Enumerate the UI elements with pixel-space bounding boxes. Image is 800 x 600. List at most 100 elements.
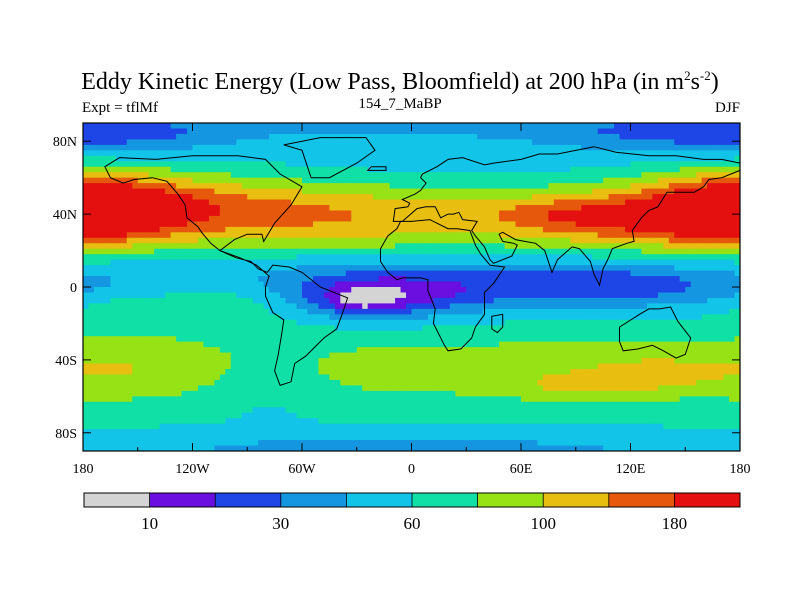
heat-cell: [438, 292, 445, 299]
heat-cell: [597, 270, 604, 277]
heat-cell: [197, 276, 205, 283]
heat-cell: [603, 221, 610, 228]
heat-cell: [729, 330, 736, 337]
heat-cell: [318, 303, 325, 310]
heat-cell: [477, 177, 484, 184]
heat-cell: [679, 319, 686, 326]
heat-cell: [203, 270, 210, 277]
heat-cell: [625, 215, 632, 222]
heat-cell: [307, 237, 314, 244]
heat-cell: [460, 270, 467, 277]
heat-cell: [701, 123, 708, 130]
heat-cell: [712, 287, 719, 294]
heat-cell: [734, 319, 740, 326]
heat-cell: [455, 281, 462, 288]
heat-cell: [252, 166, 259, 173]
heat-cell: [258, 221, 265, 228]
heat-cell: [241, 303, 248, 310]
heat-cell: [378, 292, 385, 299]
heat-cell: [718, 232, 725, 239]
heat-cell: [482, 232, 489, 239]
heat-cell: [384, 215, 391, 222]
heat-cell: [115, 226, 122, 233]
heat-cell: [110, 177, 117, 184]
heat-cell: [477, 237, 484, 244]
heat-cell: [668, 221, 675, 228]
heat-cell: [564, 226, 571, 233]
heat-cell: [406, 314, 413, 321]
heat-cell: [263, 336, 270, 343]
heat-cell: [378, 287, 385, 294]
heat-cell: [110, 205, 117, 212]
heat-cell: [302, 259, 309, 266]
heat-cell: [570, 177, 577, 184]
heat-cell: [641, 336, 648, 343]
heat-cell: [564, 133, 571, 140]
heat-cell: [329, 205, 336, 212]
heat-cell: [499, 215, 506, 222]
heat-cell: [444, 259, 451, 266]
heat-cell: [247, 270, 254, 277]
heat-cell: [291, 194, 298, 201]
heat-cell: [438, 205, 445, 212]
heat-cell: [553, 314, 560, 321]
heat-cell: [471, 123, 478, 130]
heat-cell: [416, 292, 424, 299]
heat-cell: [148, 297, 155, 304]
heat-cell: [427, 215, 434, 222]
heat-cell: [449, 210, 456, 217]
heat-cell: [723, 270, 730, 277]
heat-cell: [395, 319, 402, 326]
heat-cell: [416, 194, 424, 201]
heat-cell: [603, 319, 610, 326]
heat-cell: [230, 205, 237, 212]
heat-cell: [219, 183, 226, 190]
heat-cell: [542, 254, 549, 261]
heat-cell: [455, 319, 462, 326]
heat-cell: [83, 183, 90, 190]
heat-cell: [416, 314, 424, 321]
heat-cell: [165, 221, 172, 228]
heat-cell: [510, 226, 517, 233]
heat-cell: [280, 166, 287, 173]
heat-cell: [510, 221, 517, 228]
heat-cell: [564, 166, 571, 173]
heat-cell: [510, 287, 517, 294]
heat-cell: [137, 347, 144, 354]
heat-cell: [707, 248, 714, 255]
heat-cell: [181, 270, 188, 277]
heat-cell: [291, 336, 298, 343]
heat-cell: [427, 254, 434, 261]
heat-cell: [707, 287, 714, 294]
heat-cell: [83, 199, 90, 206]
heat-cell: [334, 292, 341, 299]
heat-cell: [553, 325, 560, 332]
heat-cell: [318, 232, 325, 239]
heat-cell: [701, 237, 708, 244]
heat-cell: [406, 123, 413, 130]
heat-cell: [318, 297, 325, 304]
heat-cell: [362, 336, 369, 343]
heat-cell: [280, 161, 287, 168]
heat-cell: [668, 314, 675, 321]
heat-cell: [99, 133, 106, 140]
heat-cell: [110, 270, 117, 277]
heat-cell: [296, 314, 303, 321]
heat-cell: [411, 314, 418, 321]
heat-cell: [411, 270, 418, 277]
heat-cell: [696, 221, 703, 228]
heat-cell: [252, 232, 259, 239]
heat-cell: [493, 341, 500, 348]
heat-cell: [389, 128, 396, 135]
heat-cell: [285, 281, 292, 288]
heat-cell: [542, 183, 549, 190]
heat-cell: [323, 347, 330, 354]
heat-cell: [657, 155, 664, 162]
heat-cell: [373, 215, 380, 222]
heat-cell: [329, 248, 336, 255]
heat-cell: [187, 259, 194, 266]
heat-cell: [526, 210, 533, 217]
heat-cell: [230, 172, 237, 179]
heat-cell: [718, 215, 725, 222]
heat-cell: [652, 144, 659, 151]
